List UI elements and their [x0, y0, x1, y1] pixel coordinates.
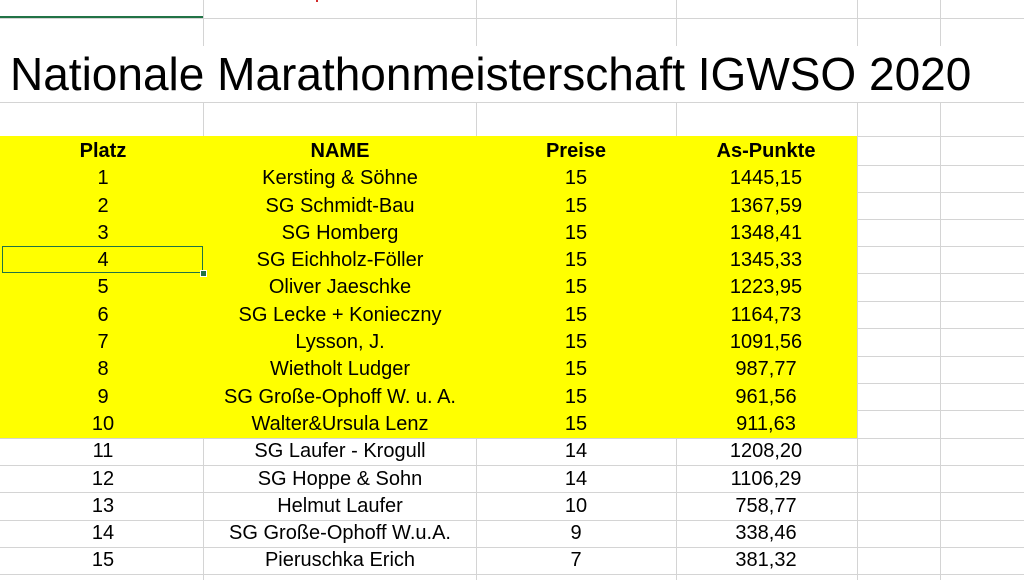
table-row: 9 SG Große-Ophoff W. u. A. 15 961,56 — [0, 384, 857, 411]
table-row: 14 SG Große-Ophoff W.u.A. 9 338,46 — [0, 520, 857, 547]
cell-punkte[interactable]: 758,77 — [735, 494, 797, 517]
cell-preise[interactable]: 15 — [564, 249, 588, 272]
cell-name[interactable]: SG Schmidt-Bau — [265, 194, 415, 217]
cell-punkte[interactable]: 1091,56 — [729, 331, 803, 354]
cell-name[interactable]: Walter&Ursula Lenz — [251, 412, 429, 435]
cell-preise[interactable]: 7 — [570, 549, 582, 572]
row-divider — [0, 520, 1024, 521]
cell-platz[interactable]: 3 — [97, 221, 109, 244]
cell-preise[interactable]: 15 — [564, 385, 588, 408]
sheet-title[interactable]: Nationale Marathonmeisterschaft IGWSO 20… — [10, 46, 978, 102]
cell-punkte[interactable]: 961,56 — [735, 385, 797, 408]
cell-name[interactable]: Kersting & Söhne — [262, 167, 418, 190]
cell-preise[interactable]: 9 — [570, 522, 582, 545]
cell-platz[interactable]: 8 — [97, 358, 109, 381]
table-row: 13 Helmut Laufer 10 758,77 — [0, 493, 857, 520]
row-divider — [0, 438, 1024, 439]
table-header-row: Platz NAME Preise As-Punkte — [0, 138, 857, 165]
table-row: 15 Pieruschka Erich 7 381,32 — [0, 547, 857, 574]
cell-name[interactable]: Helmut Laufer — [277, 494, 403, 517]
cell-punkte[interactable]: 381,32 — [735, 549, 797, 572]
table-row: 3 SG Homberg 15 1348,41 — [0, 220, 857, 247]
cell-preise[interactable]: 15 — [564, 167, 588, 190]
cell-punkte[interactable]: 1348,41 — [729, 221, 803, 244]
table-row: 8 Wietholt Ludger 15 987,77 — [0, 356, 857, 383]
cell-name[interactable]: SG Große-Ophoff W.u.A. — [229, 522, 451, 545]
cell-punkte[interactable]: 338,46 — [735, 522, 797, 545]
row-divider — [0, 465, 1024, 466]
cell-punkte[interactable]: 1106,29 — [730, 467, 802, 490]
cell-name[interactable]: Lysson, J. — [295, 331, 385, 354]
sheet-tab-accent — [0, 16, 203, 18]
row-divider — [0, 547, 1024, 548]
table-row: 7 Lysson, J. 15 1091,56 — [0, 329, 857, 356]
results-table: Platz NAME Preise As-Punkte 1 Kersting &… — [0, 138, 857, 575]
cell-preise[interactable]: 15 — [564, 276, 588, 299]
cell-platz[interactable]: 7 — [97, 331, 109, 354]
cell-platz[interactable]: 13 — [91, 494, 115, 517]
column-divider — [857, 0, 858, 580]
cell-platz[interactable]: 1 — [97, 167, 109, 190]
cell-name[interactable]: Pieruschka Erich — [264, 549, 416, 572]
table-row: 5 Oliver Jaeschke 15 1223,95 — [0, 274, 857, 301]
cell-preise[interactable]: 14 — [564, 467, 588, 490]
top-ten-highlight — [0, 136, 857, 438]
cell-preise[interactable]: 15 — [564, 358, 588, 381]
cell-platz[interactable]: 11 — [92, 440, 114, 463]
cell-punkte[interactable]: 911,63 — [736, 412, 796, 435]
cell-platz[interactable]: 12 — [91, 467, 115, 490]
table-row: 11 SG Laufer - Krogull 14 1208,20 — [0, 438, 857, 465]
cell-punkte[interactable]: 1223,95 — [729, 276, 803, 299]
table-row: 2 SG Schmidt-Bau 15 1367,59 — [0, 193, 857, 220]
active-cell-border[interactable] — [2, 246, 203, 273]
cell-platz[interactable]: 14 — [91, 522, 115, 545]
comment-indicator — [316, 0, 318, 2]
row-divider — [0, 18, 1024, 19]
cell-name[interactable]: SG Große-Ophoff W. u. A. — [224, 385, 456, 408]
header-platz[interactable]: Platz — [79, 140, 127, 162]
cell-preise[interactable]: 15 — [564, 303, 588, 326]
row-divider — [0, 492, 1024, 493]
cell-punkte[interactable]: 987,77 — [735, 358, 797, 381]
cell-name[interactable]: Oliver Jaeschke — [268, 276, 412, 299]
cell-name[interactable]: SG Lecke + Konieczny — [238, 303, 442, 326]
cell-name[interactable]: SG Eichholz-Föller — [256, 249, 424, 272]
cell-platz[interactable]: 5 — [97, 276, 109, 299]
cell-name[interactable]: SG Hoppe & Sohn — [257, 467, 423, 490]
table-row: 4 SG Eichholz-Föller 15 1345,33 — [0, 247, 857, 274]
cell-platz[interactable]: 6 — [97, 303, 109, 326]
table-row: 10 Walter&Ursula Lenz 15 911,63 — [0, 411, 857, 438]
cell-punkte[interactable]: 1445,15 — [729, 167, 803, 190]
column-divider — [940, 0, 941, 580]
table-row: 1 Kersting & Söhne 15 1445,15 — [0, 165, 857, 192]
cell-platz[interactable]: 2 — [97, 194, 109, 217]
fill-handle[interactable] — [200, 270, 207, 277]
header-name[interactable]: NAME — [310, 140, 370, 162]
cell-preise[interactable]: 15 — [564, 194, 588, 217]
cell-platz[interactable]: 15 — [91, 549, 115, 572]
cell-punkte[interactable]: 1367,59 — [729, 194, 803, 217]
cell-name[interactable]: SG Homberg — [281, 221, 399, 244]
cell-preise[interactable]: 15 — [564, 221, 588, 244]
cell-name[interactable]: SG Laufer - Krogull — [254, 440, 426, 463]
cell-platz[interactable]: 10 — [91, 412, 115, 435]
row-divider — [0, 102, 1024, 103]
table-row: 6 SG Lecke + Konieczny 15 1164,73 — [0, 302, 857, 329]
cell-preise[interactable]: 15 — [564, 331, 588, 354]
cell-punkte[interactable]: 1345,33 — [729, 249, 803, 272]
cell-punkte[interactable]: 1164,73 — [730, 303, 802, 326]
header-preise[interactable]: Preise — [545, 140, 607, 162]
cell-preise[interactable]: 15 — [564, 412, 588, 435]
cell-platz-selected[interactable]: 4 — [97, 249, 109, 272]
header-punkte[interactable]: As-Punkte — [716, 140, 816, 162]
row-divider — [0, 574, 1024, 575]
cell-punkte[interactable]: 1208,20 — [729, 440, 803, 463]
cell-platz[interactable]: 9 — [97, 385, 109, 408]
cell-preise[interactable]: 10 — [564, 494, 588, 517]
cell-name[interactable]: Wietholt Ludger — [269, 358, 411, 381]
cell-preise[interactable]: 14 — [564, 440, 588, 463]
table-row: 12 SG Hoppe & Sohn 14 1106,29 — [0, 466, 857, 493]
